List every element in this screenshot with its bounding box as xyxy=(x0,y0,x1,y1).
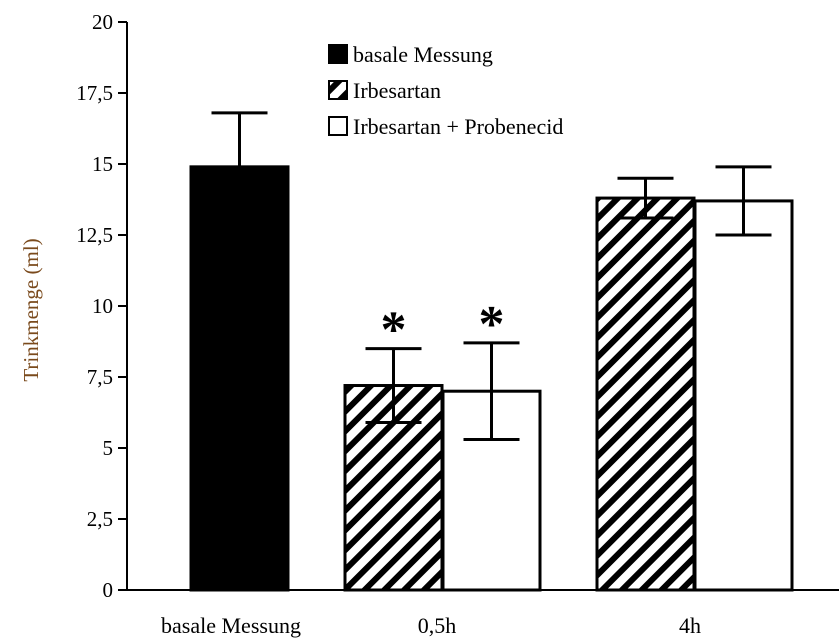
y-tick-label: 10 xyxy=(92,294,113,318)
legend-entry-label: Irbesartan xyxy=(353,78,441,103)
legend-entry-label: Irbesartan + Probenecid xyxy=(353,114,563,139)
significance-marker: * xyxy=(381,302,407,359)
legend-swatch xyxy=(328,44,348,64)
error-bars-layer xyxy=(211,111,772,441)
legend-swatch xyxy=(328,116,348,136)
x-category-label: basale Messung xyxy=(161,613,301,638)
y-tick-label: 2,5 xyxy=(87,507,113,531)
x-category-label: 4h xyxy=(679,613,701,638)
y-tick-label: 7,5 xyxy=(87,365,113,389)
x-category-label: 0,5h xyxy=(418,613,457,638)
annotations-layer: * * xyxy=(381,296,505,359)
y-tick-label: 15 xyxy=(92,152,113,176)
significance-marker: * xyxy=(479,296,505,353)
y-tick-label: 12,5 xyxy=(76,223,113,247)
bar xyxy=(189,165,290,592)
y-axis-label: Trinkmenge (ml) xyxy=(19,238,43,381)
legend-swatch xyxy=(328,80,348,100)
x-axis: basale Messung 0,5h 4h xyxy=(127,589,839,638)
legend: basale Messung Irbesartan Irbesartan + Pro… xyxy=(328,42,563,139)
legend-entry-label: basale Messung xyxy=(353,42,493,67)
y-tick-label: 5 xyxy=(103,436,114,460)
y-tick-label: 20 xyxy=(92,10,113,34)
bar xyxy=(595,196,696,592)
bar xyxy=(693,199,794,592)
y-axis: 0 2,5 5 7,5 10 12,5 15 17,5 20 xyxy=(76,10,128,602)
y-tick-label: 17,5 xyxy=(76,81,113,105)
y-tick-label: 0 xyxy=(103,578,114,602)
